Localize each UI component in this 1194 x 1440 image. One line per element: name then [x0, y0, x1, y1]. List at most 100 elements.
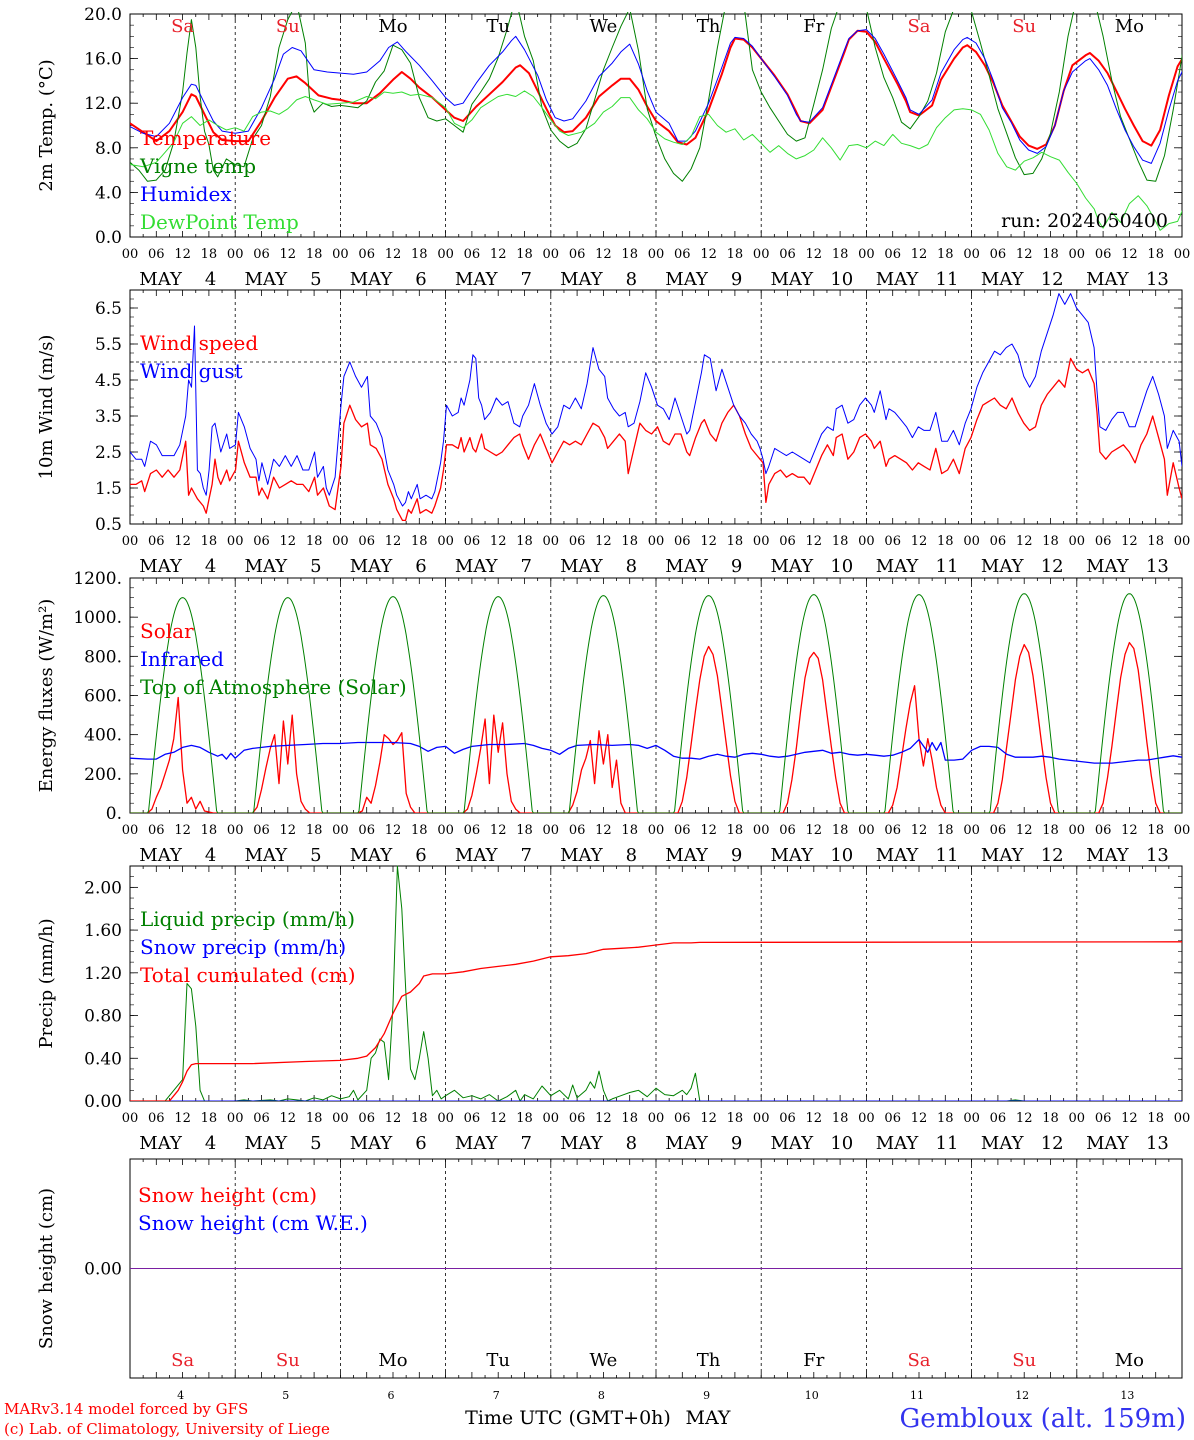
hour-tick-label: 00: [437, 534, 454, 549]
hour-tick-label: 00: [1069, 534, 1086, 549]
legend-entry: Total cumulated (cm): [140, 963, 356, 987]
day-label: 12: [1041, 556, 1064, 577]
y-tick-label: 0.0: [95, 228, 122, 248]
hour-tick-label: 18: [937, 534, 954, 549]
day-label: 10: [830, 1133, 853, 1154]
hour-tick-label: 18: [832, 534, 849, 549]
hour-tick-label: 12: [595, 1111, 612, 1126]
weekday-label: Sa: [907, 16, 930, 37]
day-number-bottom: 6: [388, 1389, 395, 1402]
hour-tick-label: 00: [1069, 823, 1086, 838]
day-label: 13: [1146, 556, 1169, 577]
day-label: 4: [205, 269, 216, 290]
weekday-label-bottom: Tu: [486, 1350, 510, 1371]
hour-tick-label: 12: [385, 823, 402, 838]
hour-tick-label: 00: [648, 1111, 665, 1126]
day-number-bottom: 10: [805, 1389, 819, 1402]
weekday-label: Th: [697, 16, 721, 37]
hour-tick-label: 00: [753, 823, 770, 838]
month-label: MAY: [981, 269, 1025, 290]
hour-tick-label: 06: [674, 534, 691, 549]
series-line-humidex: [130, 29, 1182, 164]
hour-tick-label: 06: [253, 823, 270, 838]
hour-tick-label: 06: [779, 247, 796, 262]
hour-tick-label: 00: [648, 247, 665, 262]
hour-tick-label: 12: [1016, 1111, 1033, 1126]
y-tick-label: 8.0: [95, 139, 122, 159]
hour-tick-label: 12: [385, 1111, 402, 1126]
hour-tick-label: 06: [148, 823, 165, 838]
legend-entry: Top of Atmosphere (Solar): [140, 675, 407, 699]
hour-tick-label: 00: [1174, 534, 1191, 549]
month-label: MAY: [139, 269, 183, 290]
day-label: 9: [731, 845, 742, 866]
day-label: 5: [310, 556, 321, 577]
legend-entry: Humidex: [140, 182, 232, 206]
hour-tick-label: 06: [779, 823, 796, 838]
hour-tick-label: 18: [306, 823, 323, 838]
month-label: MAY: [245, 845, 289, 866]
y-tick-label: 4.0: [95, 183, 122, 203]
month-label: MAY: [665, 1133, 709, 1154]
hour-tick-label: 12: [700, 247, 717, 262]
hour-tick-label: 12: [700, 534, 717, 549]
month-label: MAY: [139, 1133, 183, 1154]
month-label: MAY: [1086, 556, 1130, 577]
hour-tick-label: 00: [753, 1111, 770, 1126]
hour-tick-label: 06: [884, 534, 901, 549]
hour-tick-label: 12: [280, 823, 297, 838]
day-label: 11: [936, 1133, 959, 1154]
hour-tick-label: 12: [385, 247, 402, 262]
month-label: MAY: [771, 1133, 815, 1154]
hour-tick-label: 12: [700, 823, 717, 838]
hour-tick-label: 06: [990, 1111, 1007, 1126]
hour-tick-label: 06: [148, 534, 165, 549]
hour-tick-label: 00: [1174, 823, 1191, 838]
hour-tick-label: 12: [174, 1111, 191, 1126]
month-label: MAY: [665, 269, 709, 290]
hour-tick-label: 00: [332, 1111, 349, 1126]
hour-tick-label: 06: [253, 534, 270, 549]
hour-tick-label: 18: [516, 534, 533, 549]
hour-tick-label: 00: [963, 534, 980, 549]
month-label: MAY: [455, 556, 499, 577]
hour-tick-label: 12: [280, 1111, 297, 1126]
hour-tick-label: 12: [174, 823, 191, 838]
month-label: MAY: [455, 1133, 499, 1154]
hour-tick-label: 12: [1016, 823, 1033, 838]
y-tick-label: 400.: [84, 726, 122, 746]
day-label: 12: [1041, 269, 1064, 290]
y-tick-label: 0.40: [84, 1049, 122, 1069]
y-tick-label: 200.: [84, 765, 122, 785]
weekday-label-bottom: Fr: [803, 1350, 824, 1371]
month-label: MAY: [139, 556, 183, 577]
hour-tick-label: 00: [963, 247, 980, 262]
month-label: MAY: [350, 845, 394, 866]
y-tick-label: 0.: [106, 804, 122, 824]
y-tick-label: 3.5: [95, 407, 122, 427]
hour-tick-label: 00: [858, 534, 875, 549]
month-label: MAY: [876, 269, 920, 290]
hour-tick-label: 18: [1042, 247, 1059, 262]
series-line-vigne-temp: [130, 12, 1182, 182]
hour-tick-label: 18: [1042, 1111, 1059, 1126]
hour-tick-label: 06: [148, 247, 165, 262]
y-tick-label: 5.5: [95, 335, 122, 355]
hour-tick-label: 18: [621, 247, 638, 262]
y-tick-label: 1.20: [84, 964, 122, 984]
hour-tick-label: 18: [411, 534, 428, 549]
hour-tick-label: 06: [148, 1111, 165, 1126]
month-label: MAY: [455, 845, 499, 866]
day-number-bottom: 4: [177, 1389, 184, 1402]
hour-tick-label: 06: [358, 247, 375, 262]
hour-tick-label: 00: [543, 534, 560, 549]
hour-tick-label: 00: [858, 823, 875, 838]
hour-tick-label: 12: [1016, 247, 1033, 262]
hour-tick-label: 06: [358, 823, 375, 838]
day-label: 10: [830, 269, 853, 290]
series-line-dewpoint-temp: [130, 90, 1182, 231]
y-tick-label: 1.5: [95, 479, 122, 499]
hour-tick-label: 06: [674, 1111, 691, 1126]
hour-tick-label: 06: [1095, 247, 1112, 262]
